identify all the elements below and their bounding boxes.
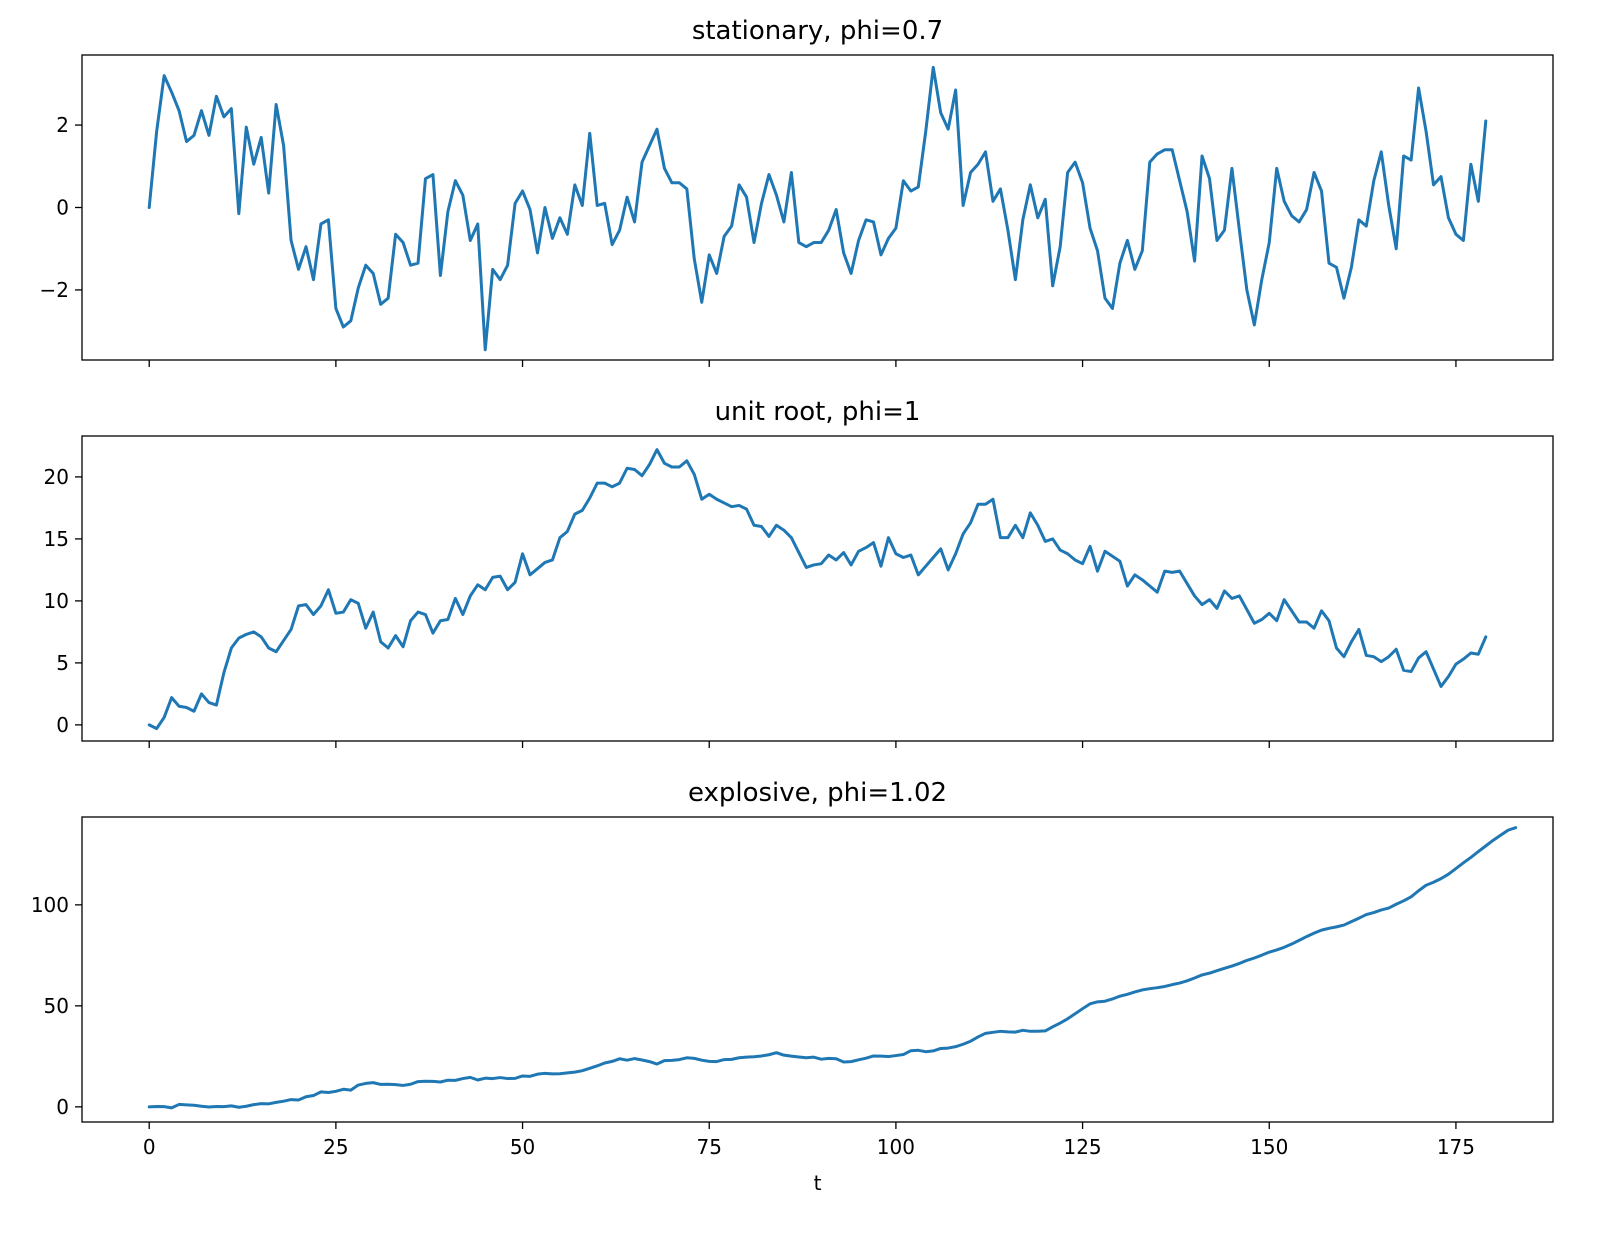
x-tick-label: 75 — [697, 1135, 722, 1159]
y-tick-label: 15 — [44, 527, 69, 551]
y-tick-label: 20 — [44, 465, 69, 489]
y-tick-label: 50 — [44, 994, 69, 1018]
axes-frame — [81, 435, 1554, 742]
x-tick-label: 50 — [510, 1135, 535, 1159]
x-tick-label: 100 — [877, 1135, 915, 1159]
x-tick-label: 0 — [143, 1135, 156, 1159]
x-tick-label: 175 — [1437, 1135, 1475, 1159]
y-tick-label: 0 — [56, 196, 69, 220]
subplot-title: stationary, phi=0.7 — [692, 16, 943, 46]
y-tick-label: 0 — [56, 1095, 69, 1119]
y-tick-label: −2 — [40, 278, 69, 302]
series-line — [147, 826, 1518, 1110]
y-tick-label: 0 — [56, 713, 69, 737]
series-line — [147, 65, 1488, 352]
series-line — [147, 448, 1488, 731]
y-tick-label: 10 — [44, 589, 69, 613]
subplot-title: unit root, phi=1 — [715, 397, 921, 427]
axes-frame — [81, 816, 1554, 1123]
y-tick-label: 2 — [56, 113, 69, 137]
subplot-3: explosive, phi=1.02 0 25 50 75 100 125 150 175 0 5… — [31, 778, 1554, 1195]
x-axis-label: t — [814, 1171, 822, 1195]
subplot-2: unit root, phi=1 0 5 10 15 20 — [44, 397, 1554, 748]
subplot-1: stationary, phi=0.7 −2 0 2 — [40, 16, 1554, 367]
x-tick-label: 25 — [323, 1135, 348, 1159]
y-tick-label: 5 — [56, 651, 69, 675]
x-tick-label: 150 — [1250, 1135, 1288, 1159]
y-tick-label: 100 — [31, 893, 69, 917]
subplot-title: explosive, phi=1.02 — [688, 778, 947, 808]
x-tick-label: 125 — [1063, 1135, 1101, 1159]
